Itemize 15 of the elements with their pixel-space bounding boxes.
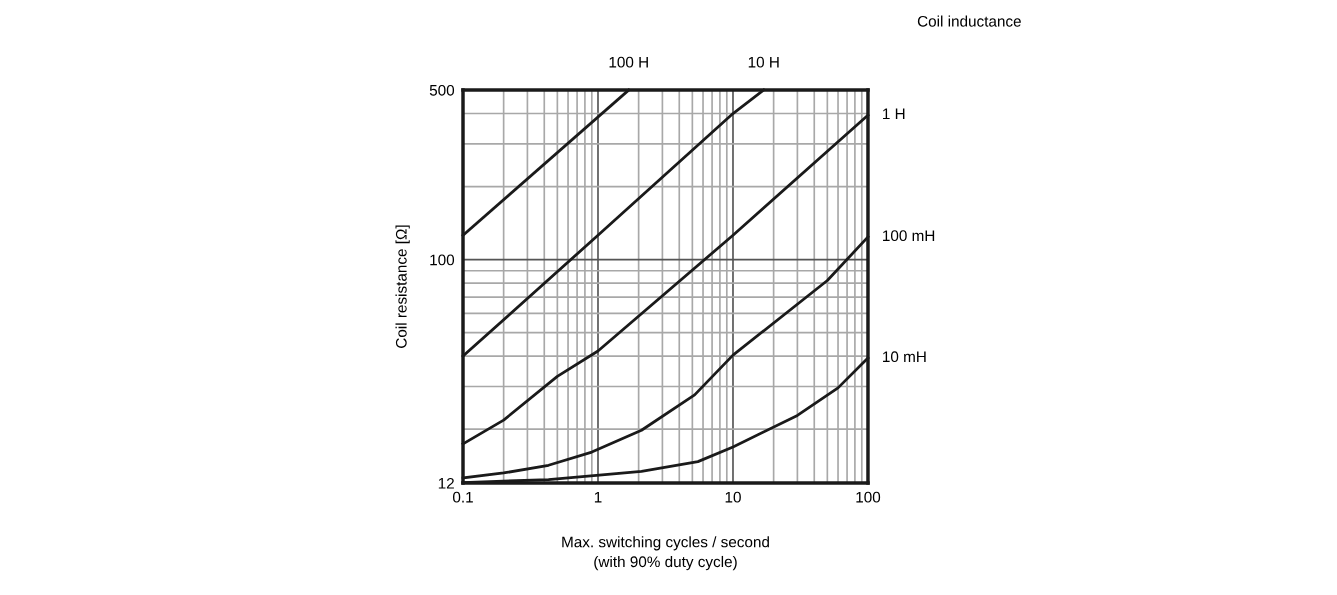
x-tick-label: 1 <box>594 491 602 503</box>
series-label: 10 mH <box>883 351 926 363</box>
x-tick-label: 100 <box>856 491 881 503</box>
y-tick-label: 100 <box>430 254 455 266</box>
text: Coil inductance <box>917 15 1021 27</box>
series-label: 10 H <box>748 56 779 68</box>
y-tick-label: 12 <box>438 477 454 489</box>
series-label: 100 H <box>609 56 648 68</box>
y-tick-label: 500 <box>429 84 455 96</box>
series-label: 1 H <box>883 108 905 120</box>
x-tick-label: 10 <box>725 491 741 503</box>
series-label: 100 mH <box>883 230 935 242</box>
y-axis-title: Coil resistance [Ω] <box>395 225 410 348</box>
x-axis-title: Max. switching cycles / second (with 90% duty cycle) <box>562 536 769 571</box>
x-tick-label: 0.1 <box>452 491 473 503</box>
